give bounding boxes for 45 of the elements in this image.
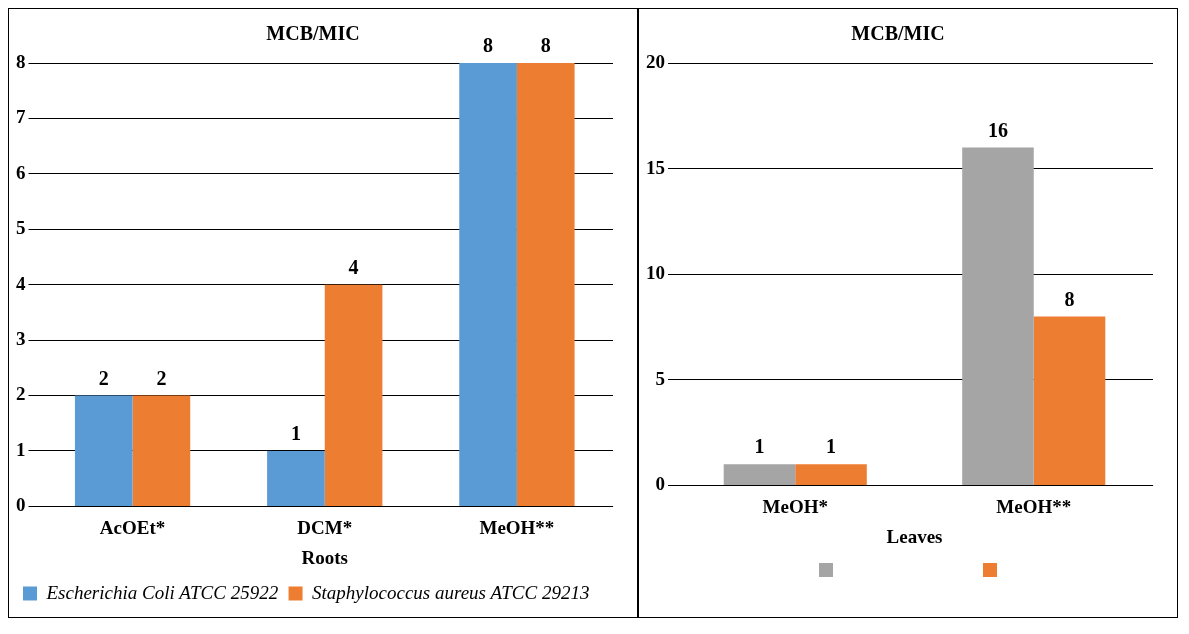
y-tick-label: 2 [16,383,26,405]
x-tick-label: MeOH** [479,516,555,538]
legend-label: Staphylococcus aureus ATCC 29213 [312,581,590,603]
bar [267,450,325,506]
data-label: 2 [156,366,167,389]
data-label: 16 [987,118,1008,141]
data-label: 8 [1064,287,1075,310]
bar [132,395,191,506]
x-tick-label: DCM* [297,516,353,538]
bar [723,464,796,485]
y-tick-label: 0 [655,473,665,495]
y-tick-label: 4 [16,272,26,294]
data-label: 8 [540,34,551,57]
y-tick-label: 20 [646,50,665,72]
y-tick-label: 3 [16,328,26,350]
bar [74,395,133,506]
x-tick-label: AcOEt* [99,516,166,538]
bar [962,147,1034,485]
data-label: 1 [826,435,837,458]
x-axis-title: Leaves [886,525,943,547]
chart-title: MCB/MIC [851,22,945,45]
bar [459,63,517,506]
chart-title: MCB/MIC [266,22,360,45]
bar [516,63,575,506]
x-tick-label: MeOH* [762,495,828,517]
bar [1033,316,1106,485]
y-tick-label: 0 [16,494,26,516]
bar [795,464,867,485]
data-label: 1 [754,435,765,458]
y-tick-label: 15 [646,156,665,178]
legend-label: Escherichia Coli ATCC 25922 [45,581,279,603]
x-tick-label: MeOH** [996,495,1072,517]
y-tick-label: 6 [16,161,26,183]
y-tick-label: 8 [16,50,26,72]
data-label: 4 [348,255,359,278]
y-tick-label: 10 [646,262,665,284]
bar [324,284,383,506]
data-label: 8 [483,34,494,57]
data-label: 2 [98,366,109,389]
y-tick-label: 1 [16,438,26,460]
y-tick-label: 5 [655,367,665,389]
x-axis-title: Roots [301,546,348,568]
y-tick-label: 5 [16,217,26,239]
data-label: 1 [290,422,301,445]
y-tick-label: 7 [16,106,26,128]
